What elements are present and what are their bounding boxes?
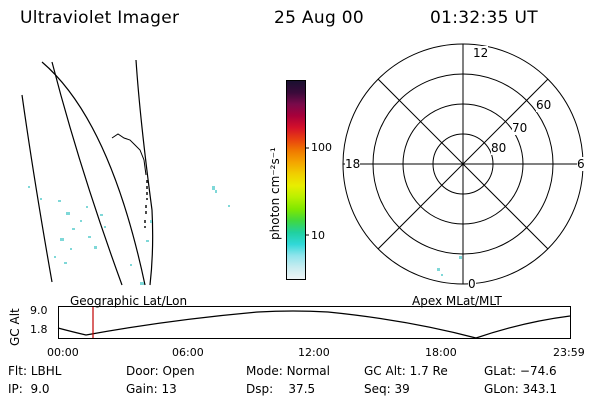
- altitude-curve: [57, 310, 571, 339]
- longitude-line: [21, 94, 53, 283]
- timeline-ytick-low: 1.8: [30, 323, 48, 336]
- door-value: Open: [162, 364, 195, 378]
- ip-label: IP:: [8, 382, 23, 396]
- timeline-ylabel: GC Alt: [8, 308, 22, 346]
- gcalt-label: GC Alt:: [364, 364, 406, 378]
- glat-value: −74.6: [519, 364, 557, 378]
- mode-label: Mode:: [246, 364, 283, 378]
- colorbar: [286, 80, 306, 280]
- mlt-label-6: 6: [577, 157, 585, 171]
- colorbar-tick-100: 100: [311, 141, 332, 154]
- colorbar-tick-10: 10: [311, 229, 325, 242]
- mlt-label-12: 12: [473, 46, 489, 60]
- longitude-line: [41, 61, 146, 286]
- mlt-label-18: 18: [345, 157, 361, 171]
- glat-label: GLat:: [484, 364, 517, 378]
- date-label: 25 Aug 00: [274, 8, 364, 28]
- gain-label: Gain:: [126, 382, 158, 396]
- flt-value: LBHL: [30, 364, 62, 378]
- timeline-xtick-1200: 12:00: [298, 346, 330, 359]
- timeline-plot: [57, 306, 571, 339]
- mode-value: Normal: [286, 364, 330, 378]
- colorbar-title: photon cm⁻²s⁻¹: [268, 147, 282, 240]
- glon-label: GLon:: [484, 382, 519, 396]
- timeline-xtick-0000: 00:00: [47, 346, 79, 359]
- flt-label: Flt:: [8, 364, 27, 378]
- timeline-xtick-0600: 06:00: [172, 346, 204, 359]
- gcalt-value: 1.7 Re: [409, 364, 448, 378]
- aurora-speckle: [437, 256, 462, 276]
- glon-value: 343.1: [522, 382, 557, 396]
- longitude-line: [135, 59, 154, 286]
- timeline-xtick-1800: 18:00: [425, 346, 457, 359]
- mlat-label-80: 80: [491, 141, 507, 155]
- longitude-line: [51, 61, 123, 286]
- polar-plot: [342, 43, 584, 285]
- timeline-ytick-high: 9.0: [30, 304, 48, 317]
- ip-value: 9.0: [30, 382, 50, 396]
- colorbar-ticks: [305, 147, 309, 236]
- geographic-label: Geographic Lat/Lon: [70, 294, 188, 308]
- apex-label: Apex MLat/MLT: [412, 294, 502, 308]
- time-label: 01:32:35 UT: [430, 8, 538, 28]
- mlat-label-60: 60: [536, 98, 552, 112]
- gain-value: 13: [161, 382, 177, 396]
- dsp-value: 37.5: [288, 382, 316, 396]
- dsp-label: Dsp:: [246, 382, 274, 396]
- coastline: [144, 180, 148, 228]
- coastline: [111, 133, 147, 176]
- seq-value: 39: [394, 382, 410, 396]
- aurora-speckle: [28, 186, 230, 285]
- door-label: Door:: [126, 364, 159, 378]
- mlt-label-0: 0: [468, 277, 476, 291]
- timeline-xtick-2359: 23:59: [553, 346, 585, 359]
- geographic-image-panel: [21, 59, 230, 286]
- seq-label: Seq:: [364, 382, 391, 396]
- instrument-title: Ultraviolet Imager: [20, 8, 180, 28]
- mlat-label-70: 70: [512, 121, 528, 135]
